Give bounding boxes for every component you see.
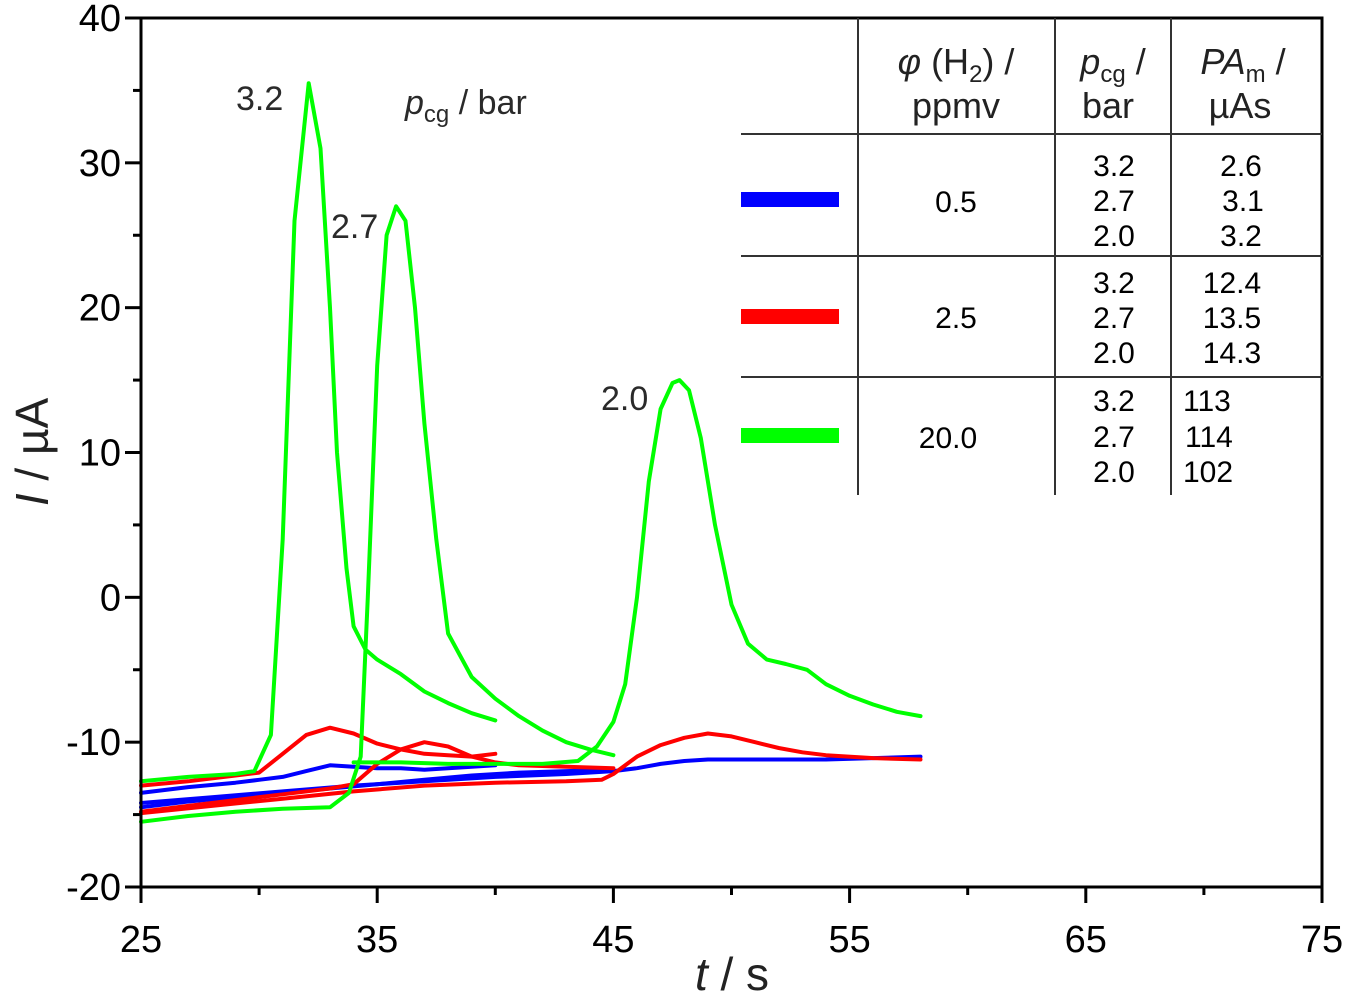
- header-phi: φ (H2) /: [898, 41, 1015, 88]
- y-tick-label: -10: [66, 722, 121, 764]
- y-axis-title: I / µA: [6, 398, 58, 507]
- pcg-value: 2.7: [1093, 185, 1135, 218]
- y-tick-label: 40: [79, 0, 121, 40]
- legend-table: φ (H2) / ppmv pcg / bar PAm / µAs 0.5 3.…: [741, 18, 1322, 495]
- y-tick-label: 30: [79, 143, 121, 185]
- header-pam: PAm /: [1200, 41, 1285, 88]
- legend-swatch-red: [741, 309, 839, 324]
- x-tick-label: 45: [592, 919, 634, 961]
- series-line: [139, 763, 498, 795]
- pcg-value: 2.0: [1093, 220, 1135, 253]
- pcg-value: 3.2: [1093, 150, 1135, 183]
- header-phi-unit: ppmv: [912, 85, 1000, 126]
- pcg-value: 2.7: [1093, 421, 1135, 454]
- y-tick-label: 10: [79, 433, 121, 475]
- phi-value: 2.5: [935, 302, 977, 335]
- pam-value: 14.3: [1203, 337, 1261, 370]
- x-axis-title: t / s: [695, 948, 769, 1000]
- x-tick-label: 65: [1065, 919, 1107, 961]
- x-tick-labels: 25 35 45 55 65 75: [120, 919, 1343, 961]
- pcg-value: 3.2: [1093, 267, 1135, 300]
- curves-group: [139, 81, 923, 824]
- peak-label: 2.0: [601, 380, 648, 418]
- header-pam-unit: µAs: [1209, 85, 1272, 126]
- series-line: [139, 731, 923, 816]
- peak-label: 2.7: [331, 208, 378, 246]
- series-line: [351, 378, 923, 766]
- x-tick-label: 35: [356, 919, 398, 961]
- header-pcg: pcg /: [1079, 41, 1145, 88]
- y-tick-label: -20: [66, 867, 121, 909]
- annotation-header: pcg / bar: [404, 84, 527, 128]
- x-tick-label: 25: [120, 919, 162, 961]
- x-tick-label: 75: [1301, 919, 1343, 961]
- pcg-value: 2.0: [1093, 456, 1135, 489]
- pcg-value: 2.0: [1093, 337, 1135, 370]
- pam-value: 113: [1183, 385, 1231, 418]
- header-pcg-unit: bar: [1082, 85, 1134, 126]
- legend-swatch-blue: [741, 192, 839, 207]
- pam-value: 102: [1183, 456, 1233, 489]
- pam-value: 3.1: [1222, 185, 1264, 218]
- pcg-value: 2.7: [1093, 302, 1135, 335]
- plot-frame: [139, 16, 1324, 889]
- y-tick-label: 20: [79, 288, 121, 330]
- series-line: [139, 81, 498, 784]
- pam-value: 13.5: [1203, 302, 1261, 335]
- y-tick-label: 0: [100, 577, 121, 619]
- pam-value: 2.6: [1220, 150, 1262, 183]
- y-tick-labels: -20 -10 0 10 20 30 40: [66, 0, 121, 909]
- axis-ticks: [125, 16, 1324, 903]
- pam-value: 12.4: [1203, 267, 1261, 300]
- phi-value: 0.5: [935, 186, 977, 219]
- series-line: [139, 204, 616, 824]
- x-tick-label: 55: [828, 919, 870, 961]
- pam-value: 114: [1185, 421, 1233, 454]
- pcg-value: 3.2: [1093, 385, 1135, 418]
- phi-value: 20.0: [919, 422, 977, 455]
- legend-swatch-green: [741, 428, 839, 443]
- pam-value: 3.2: [1220, 220, 1262, 253]
- peak-label: 3.2: [236, 80, 283, 118]
